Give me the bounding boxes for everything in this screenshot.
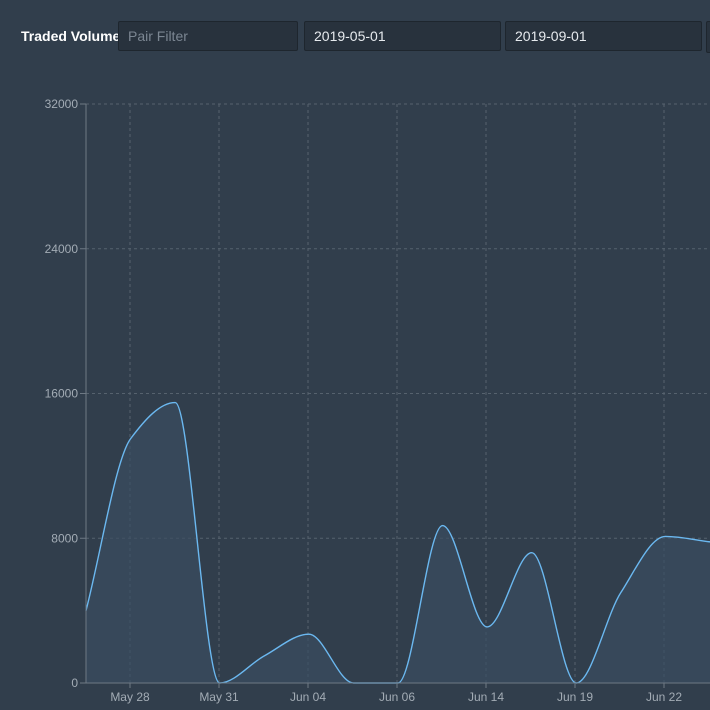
chart-grid	[86, 103, 710, 683]
series-line	[85, 401, 710, 684]
date-from-input[interactable]	[304, 21, 501, 51]
y-axis-ticks: 0 8000 16000 24000 32000	[45, 97, 86, 690]
pair-filter-input[interactable]	[118, 21, 298, 51]
y-tick-label: 24000	[45, 242, 79, 256]
toolbar: Traded Volume	[0, 0, 710, 72]
x-tick-label: Jun 14	[468, 690, 504, 704]
y-tick-label: 16000	[45, 387, 79, 401]
x-tick-label: Jun 06	[379, 690, 415, 704]
x-axis-ticks: May 28 May 31 Jun 04 Jun 06 Jun 14 Jun 19 Jun …	[110, 683, 682, 704]
x-tick-label: May 31	[199, 690, 239, 704]
date-to-input[interactable]	[505, 21, 702, 51]
x-tick-label: Jun 19	[557, 690, 593, 704]
y-tick-label: 32000	[45, 97, 79, 111]
x-tick-label: Jun 04	[290, 690, 326, 704]
extra-filter-input[interactable]	[706, 21, 710, 53]
x-tick-label: May 28	[110, 690, 150, 704]
y-tick-label: 0	[71, 676, 78, 690]
x-tick-label: Jun 22	[646, 690, 682, 704]
series-area-fill	[86, 402, 710, 683]
y-tick-label: 8000	[51, 531, 78, 545]
page-title: Traded Volume	[21, 28, 121, 44]
